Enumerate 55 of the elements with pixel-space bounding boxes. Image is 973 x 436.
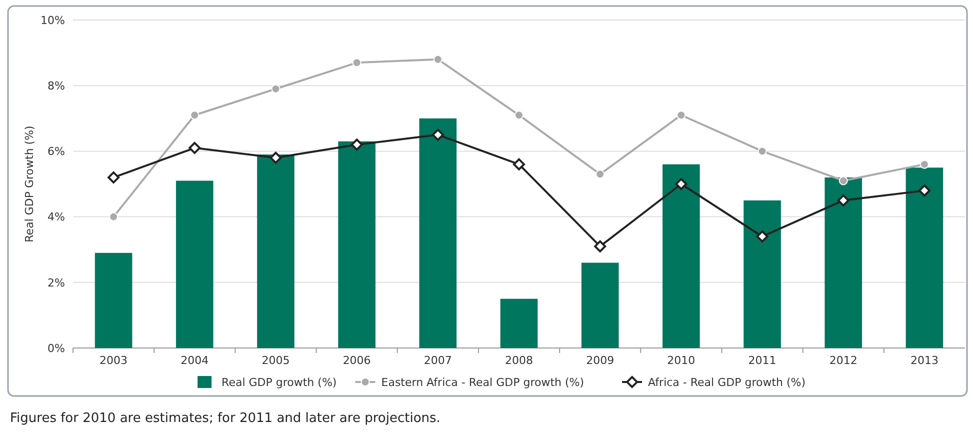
bar [500, 298, 538, 348]
legend-label: Africa - Real GDP growth (%) [648, 376, 806, 389]
x-tick-label: 2009 [586, 354, 614, 367]
y-tick-label: 6% [48, 145, 65, 158]
point [270, 152, 282, 164]
point [756, 230, 768, 242]
bar [824, 177, 862, 348]
point [918, 184, 930, 197]
bar [257, 154, 294, 348]
x-tick-label: 2008 [505, 354, 533, 367]
y-tick-label: 10% [40, 14, 65, 27]
point [838, 176, 848, 186]
bar [176, 180, 214, 348]
point [352, 58, 362, 68]
point [432, 128, 444, 141]
bar [662, 164, 700, 348]
point [676, 110, 686, 120]
x-tick-label: 2007 [424, 354, 452, 367]
point [350, 138, 363, 151]
point [513, 158, 525, 170]
point [758, 146, 767, 156]
text: Figures for 2010 are estimates; for 2011 and later are projections. [10, 411, 440, 426]
x-tick-label: 2004 [180, 354, 209, 367]
point [837, 194, 850, 206]
point [271, 84, 280, 94]
x-tick-label: 2003 [100, 354, 128, 367]
point [594, 240, 606, 252]
y-tick-label: 8% [48, 79, 65, 92]
point [109, 212, 118, 222]
y-axis-title: Real GDP Growth (%) [23, 126, 36, 242]
bar [744, 200, 781, 348]
point [675, 178, 688, 190]
point [920, 160, 929, 169]
bar [419, 118, 457, 348]
x-tick-label: 2005 [262, 354, 290, 367]
point [514, 110, 524, 120]
point [596, 170, 605, 179]
bar [94, 252, 132, 348]
point [108, 171, 120, 184]
point [433, 54, 442, 64]
y-tick-label: 2% [48, 276, 65, 290]
bar [906, 168, 944, 348]
x-tick-label: 2006 [342, 354, 371, 367]
legend-label: Eastern Africa - Real GDP growth (%) [381, 376, 584, 389]
x-tick-label: 2012 [829, 354, 858, 367]
bar [338, 141, 376, 348]
y-tick-label: 4% [48, 210, 65, 224]
legend-label: Real GDP growth (%) [222, 376, 337, 389]
point [190, 110, 200, 120]
x-tick-label: 2011 [748, 354, 776, 367]
point [188, 142, 201, 154]
x-tick-label: 2010 [667, 354, 696, 367]
y-tick-label: 0% [48, 342, 65, 355]
bar [581, 262, 619, 348]
x-tick-label: 2013 [910, 354, 938, 367]
